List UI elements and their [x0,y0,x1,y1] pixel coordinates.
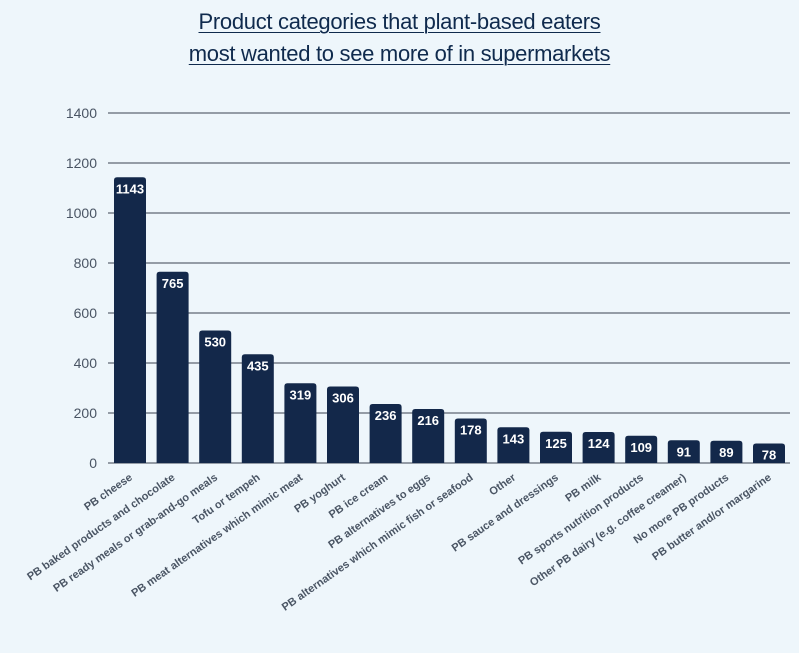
bar [710,440,743,463]
y-tick-label: 200 [74,405,98,421]
data-label: 306 [332,391,354,406]
data-label: 765 [162,276,184,291]
bar [753,443,785,463]
y-tick-label: 600 [74,305,98,321]
category-label: Other PB dairy (e.g. coffee creamer) [528,471,689,589]
y-tick-label: 0 [89,455,97,471]
bar [540,431,572,463]
data-label: 89 [719,445,733,460]
bar [369,404,402,463]
bar [497,427,530,463]
bar [114,177,146,463]
bar [412,409,445,463]
bar [582,432,615,463]
y-tick-label: 400 [74,355,98,371]
y-tick-label: 1400 [66,105,97,121]
bar [625,435,658,463]
category-label: PB baked products and chocolate [25,472,177,584]
bar [284,383,317,463]
data-label: 530 [204,335,226,350]
data-label: 78 [762,448,776,463]
data-label: 91 [677,444,691,459]
data-labels: 1143 765 530 435 319 306 236 216 178 143 125 124 109… [116,181,776,462]
bar [156,271,189,463]
data-label: 109 [630,440,652,455]
y-tick-label: 800 [74,255,98,271]
data-label: 319 [290,387,312,402]
data-label: 125 [545,436,567,451]
bar [199,330,232,463]
bar [454,418,487,463]
chart-title: Product categories that plant-based eate… [0,6,799,70]
data-label: 216 [417,413,439,428]
bar [327,386,359,463]
data-label: 435 [247,358,269,373]
chart-title-line-1: Product categories that plant-based eate… [198,9,601,34]
data-label: 178 [460,423,482,438]
grid-lines [108,112,790,464]
category-label: Other [487,471,519,498]
data-label: 236 [375,408,397,423]
y-axis-ticks: 0 200 400 600 800 1000 1200 1400 [66,105,97,471]
data-label: 1143 [116,181,144,196]
data-label: 124 [588,436,610,451]
bar [667,440,700,463]
y-tick-label: 1000 [66,205,97,221]
data-label: 143 [503,431,525,446]
category-label: PB ready meals or grab-and-go meals [51,472,220,595]
bars [114,177,785,463]
bar [241,354,274,463]
chart-title-line-2: most wanted to see more of in supermarke… [188,41,611,66]
y-tick-label: 1200 [66,155,97,171]
